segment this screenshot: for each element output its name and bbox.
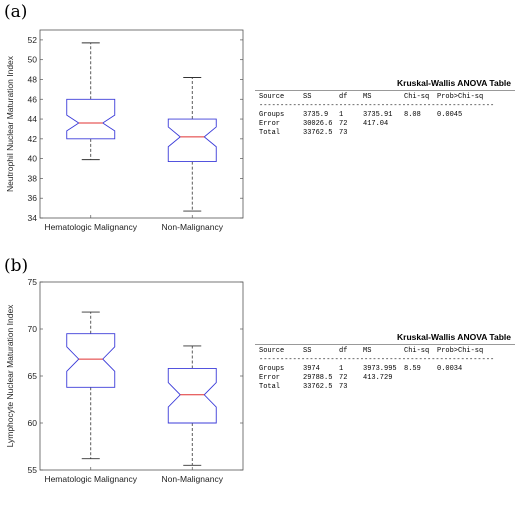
y-tick-label: 36	[28, 193, 38, 203]
anova-cell: Chi-sq	[404, 347, 430, 355]
anova-cell: MS	[363, 347, 372, 355]
x-tick-label: Non-Malignancy	[162, 474, 224, 484]
anova-cell: 417.04	[363, 120, 389, 128]
anova-cell: Source	[259, 347, 285, 355]
anova-cell: MS	[363, 93, 372, 101]
anova-cell: 8.08	[404, 111, 421, 119]
anova-cell: Prob>Chi-sq	[437, 347, 484, 355]
y-tick-label: 40	[28, 154, 38, 164]
anova-table-a: Kruskal-Wallis ANOVA Table Source SS df MS Ch…	[255, 78, 515, 138]
anova-cell: df	[339, 347, 348, 355]
box-1	[66, 311, 116, 460]
anova-row: Total 33762.5 73	[259, 129, 515, 138]
panel-label-b: (b)	[4, 256, 29, 276]
x-tick-label: Hematologic Malignancy	[44, 474, 137, 484]
anova-cell: 1	[339, 365, 344, 373]
y-axis-label: Lymphocyte Nuclear Maturation Index	[5, 304, 15, 448]
notched-box	[167, 118, 217, 163]
anova-row: Error 30026.6 72 417.04	[259, 120, 515, 129]
y-tick-label: 42	[28, 134, 38, 144]
anova-cell: 3735.9	[303, 111, 329, 119]
anova-cell: Error	[259, 374, 281, 382]
y-tick-label: 38	[28, 173, 38, 183]
anova-cell: 29788.5	[303, 374, 333, 382]
anova-cell: Total	[259, 383, 281, 391]
y-tick-label: 55	[28, 465, 38, 475]
anova-cell: df	[339, 93, 348, 101]
y-axis-label: Neutrophil Nuclear Maturation Index	[5, 55, 15, 192]
anova-cell: SS	[303, 93, 312, 101]
anova-cell: Error	[259, 120, 281, 128]
anova-cell: Source	[259, 93, 285, 101]
anova-row: Total 33762.5 73	[259, 383, 515, 392]
anova-cell: 33762.5	[303, 129, 333, 137]
anova-cell: 33762.5	[303, 383, 333, 391]
anova-cell: 73	[339, 129, 348, 137]
y-tick-label: 48	[28, 74, 38, 84]
box-2	[167, 345, 217, 466]
anova-cell: 1	[339, 111, 344, 119]
box-1	[66, 42, 116, 161]
anova-cell: 3974	[303, 365, 320, 373]
anova-title: Kruskal-Wallis ANOVA Table	[397, 78, 511, 88]
anova-cell: 3973.995	[363, 365, 397, 373]
anova-cell: 0.0034	[437, 365, 463, 373]
box-2	[167, 77, 217, 212]
plot-frame	[39, 281, 244, 471]
x-tick-label: Hematologic Malignancy	[44, 222, 137, 232]
y-tick-label: 46	[28, 94, 38, 104]
anova-cell: Total	[259, 129, 281, 137]
y-tick-label: 60	[28, 418, 38, 428]
notched-box	[167, 368, 217, 424]
y-tick-label: 75	[28, 277, 38, 287]
anova-cell: 72	[339, 120, 348, 128]
y-tick-label: 70	[28, 324, 38, 334]
anova-header-row: Source SS df MS Chi-sq Prob>Chi-sq	[259, 347, 515, 356]
box-plot-a: 34 36 38 40 42 44 46 48 50 52 Neutrophil Nuclear M…	[5, 29, 244, 232]
x-tick-label: Non-Malignancy	[162, 222, 224, 232]
anova-body: Source SS df MS Chi-sq Prob>Chi-sq -----------…	[255, 90, 515, 138]
y-tick-label: 65	[28, 371, 38, 381]
anova-body: Source SS df MS Chi-sq Prob>Chi-sq -----------…	[255, 344, 515, 392]
anova-cell: 73	[339, 383, 348, 391]
anova-cell: 413.729	[363, 374, 393, 382]
anova-row: Groups 3974 1 3973.995 8.59 0.0034	[259, 365, 515, 374]
panel-label-a: (a)	[4, 2, 28, 22]
anova-table-b: Kruskal-Wallis ANOVA Table Source SS df MS Ch…	[255, 332, 515, 392]
anova-cell: Prob>Chi-sq	[437, 93, 484, 101]
anova-header-row: Source SS df MS Chi-sq Prob>Chi-sq	[259, 93, 515, 102]
y-tick-label: 34	[28, 213, 38, 223]
anova-separator: ----------------------------------------…	[259, 356, 495, 364]
anova-cell: Groups	[259, 365, 285, 373]
notched-box	[66, 333, 116, 388]
y-tick-label: 50	[28, 55, 38, 65]
box-plot-b: 55 60 65 70 75 Lymphocyte Nuclear Maturation …	[5, 277, 244, 484]
anova-cell: Chi-sq	[404, 93, 430, 101]
anova-cell: 8.59	[404, 365, 421, 373]
notched-box	[66, 98, 116, 140]
y-tick-label: 44	[28, 114, 38, 124]
anova-cell: SS	[303, 347, 312, 355]
anova-cell: 3735.91	[363, 111, 393, 119]
anova-cell: 30026.6	[303, 120, 333, 128]
y-tick-label: 52	[28, 35, 38, 45]
anova-cell: 0.0045	[437, 111, 463, 119]
plot-frame	[39, 29, 244, 219]
anova-title: Kruskal-Wallis ANOVA Table	[397, 332, 511, 342]
anova-separator: ----------------------------------------…	[259, 102, 495, 110]
anova-row: Groups 3735.9 1 3735.91 8.08 0.0045	[259, 111, 515, 120]
anova-cell: 72	[339, 374, 348, 382]
anova-row: Error 29788.5 72 413.729	[259, 374, 515, 383]
anova-cell: Groups	[259, 111, 285, 119]
